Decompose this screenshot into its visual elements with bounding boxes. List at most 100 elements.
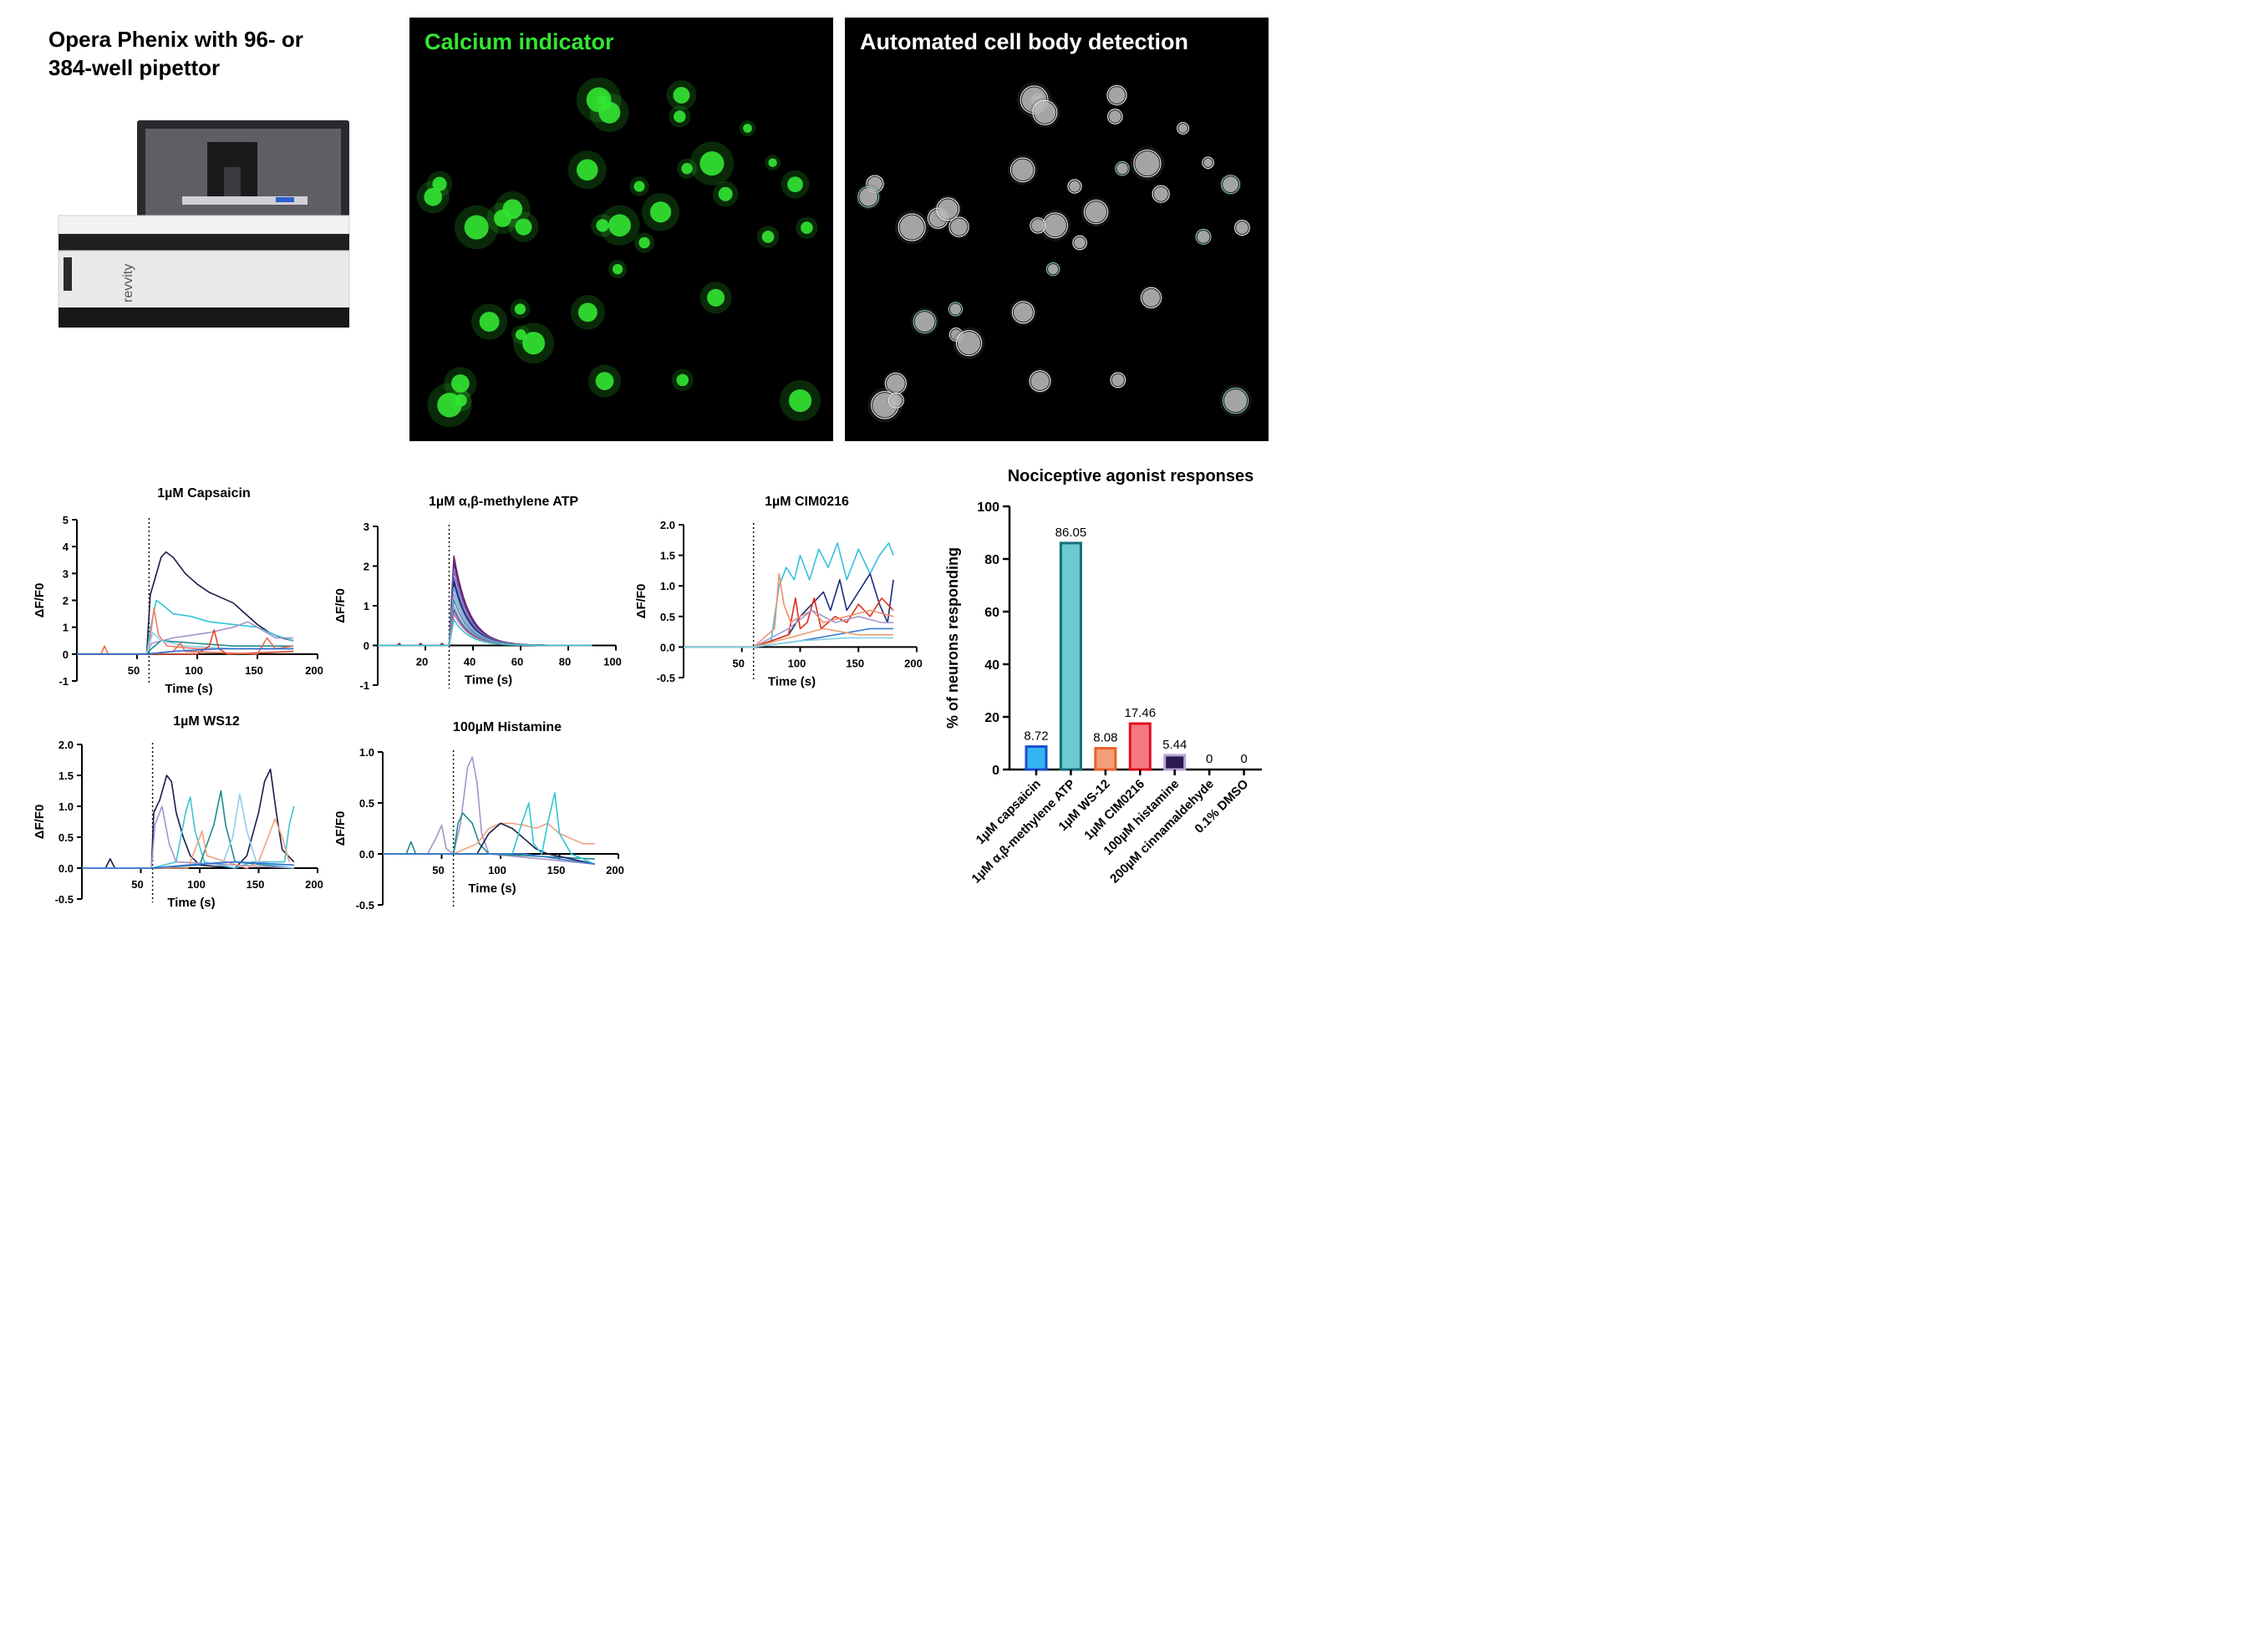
x-tick-label: 50 xyxy=(131,878,143,891)
trace-series-1 xyxy=(684,542,894,648)
y-axis-label: % of neurons responding xyxy=(944,547,961,729)
x-tick-label: 100 xyxy=(185,664,203,677)
cell-body xyxy=(1135,151,1160,176)
y-tick-label: -1 xyxy=(359,679,369,692)
cell-outline xyxy=(948,302,964,317)
chart-title: 100µM Histamine xyxy=(453,720,562,734)
cell-outline xyxy=(1177,122,1189,135)
cell-body xyxy=(502,199,523,220)
brand-logo: revvity xyxy=(121,264,135,302)
cell-body xyxy=(890,394,903,407)
cell-body xyxy=(707,288,725,307)
cell-body xyxy=(1013,302,1033,323)
y-tick-label: 60 xyxy=(984,606,999,620)
bar-3 xyxy=(1094,747,1117,771)
trace-series-9 xyxy=(378,605,592,647)
x-tick-label: 80 xyxy=(559,656,571,668)
trace-series-3 xyxy=(383,822,595,855)
cell-outline xyxy=(1106,84,1127,105)
cell-body xyxy=(676,373,689,387)
x-tick-label: 100 xyxy=(488,864,506,876)
cell-body xyxy=(1223,176,1238,193)
y-tick-label: 2.0 xyxy=(660,519,675,531)
trace-series-9 xyxy=(77,648,294,655)
y-tick-label: 0.5 xyxy=(359,797,374,810)
y-tick-label: 0.0 xyxy=(58,862,74,875)
x-axis-label: Time (s) xyxy=(165,682,212,696)
cell-body xyxy=(515,329,526,340)
cell-body xyxy=(424,187,443,206)
cell-body xyxy=(1223,389,1248,413)
cell-body xyxy=(1011,159,1034,181)
y-tick-label: -0.5 xyxy=(657,672,675,684)
cell-body xyxy=(451,374,470,393)
y-tick-label: 20 xyxy=(984,711,999,725)
opera-phenix-instrument: revvity xyxy=(58,120,350,328)
cell-body xyxy=(788,389,812,413)
cell-body xyxy=(950,218,968,236)
trace-series-7 xyxy=(82,861,294,869)
cell-outline xyxy=(898,213,926,241)
trace-series-3 xyxy=(82,790,294,869)
instrument-base xyxy=(58,307,349,328)
chart-title: 1µM WS12 xyxy=(173,714,240,729)
cell-outline xyxy=(1133,150,1162,178)
x-tick-label: 200 xyxy=(904,657,923,669)
trace-series-12 xyxy=(378,618,592,647)
cell-body xyxy=(743,124,752,133)
cell-body xyxy=(673,86,690,104)
bar-value-label: 17.46 xyxy=(1125,706,1157,720)
x-tick-label: 200 xyxy=(305,878,323,891)
bar-4 xyxy=(1128,722,1152,771)
trace-series-1 xyxy=(383,756,595,865)
page-title: Opera Phenix with 96- or 384-well pipett… xyxy=(48,25,303,82)
cell-body xyxy=(1030,372,1050,390)
cell-body xyxy=(1153,186,1168,201)
trace-series-10 xyxy=(378,609,592,647)
cell-body xyxy=(1197,231,1210,243)
cell-outline xyxy=(1045,262,1060,277)
cell-outline xyxy=(1234,220,1250,236)
calcium-image-label: Calcium indicator xyxy=(425,29,614,54)
y-tick-label: 40 xyxy=(984,658,999,673)
y-tick-label: 80 xyxy=(984,553,999,567)
chart-title: 1µM α,β-methylene ATP xyxy=(429,495,578,509)
calcium-cells xyxy=(416,77,821,428)
detection-image-label: Automated cell body detection xyxy=(860,29,1189,54)
detected-cells xyxy=(856,82,1252,423)
plate-icon xyxy=(276,197,294,202)
y-tick-label: 0 xyxy=(364,640,369,653)
chart-title: 1µM Capsaicin xyxy=(157,486,250,500)
y-tick-label: 1.0 xyxy=(660,580,675,592)
cell-outline xyxy=(1072,235,1087,251)
title-line-2: 384-well pipettor xyxy=(48,55,221,80)
y-tick-label: 4 xyxy=(63,541,69,553)
instrument-band xyxy=(58,234,349,251)
instrument-top-panel xyxy=(58,215,350,235)
y-tick-label: 2 xyxy=(364,561,369,573)
trace-series-2 xyxy=(82,796,295,869)
trace-series-8 xyxy=(684,637,894,648)
cell-body xyxy=(638,236,650,249)
cell-body xyxy=(768,158,777,167)
cell-outline xyxy=(913,310,937,334)
cell-outline xyxy=(1032,99,1058,125)
cell-detection-image: Automated cell body detection xyxy=(845,18,1269,441)
cell-body xyxy=(1074,236,1086,249)
cell-body xyxy=(957,332,981,355)
cell-body xyxy=(576,159,598,181)
cell-body xyxy=(674,110,686,123)
cell-outline xyxy=(1107,109,1123,124)
bar-value-label: 0 xyxy=(1240,752,1247,766)
x-axis-label: Time (s) xyxy=(768,674,816,688)
cell-body xyxy=(1142,288,1161,307)
cell-outline xyxy=(1110,372,1126,389)
trace-series-2 xyxy=(684,572,894,648)
cell-body xyxy=(515,218,532,236)
cell-outline xyxy=(1030,217,1046,234)
cell-body xyxy=(1031,219,1045,232)
y-tick-label: 2 xyxy=(63,595,69,607)
x-tick-label: 20 xyxy=(416,656,428,668)
calcium-indicator-image: Calcium indicator xyxy=(409,18,833,441)
x-category-label: 1µM CIM0216 xyxy=(1081,777,1147,843)
